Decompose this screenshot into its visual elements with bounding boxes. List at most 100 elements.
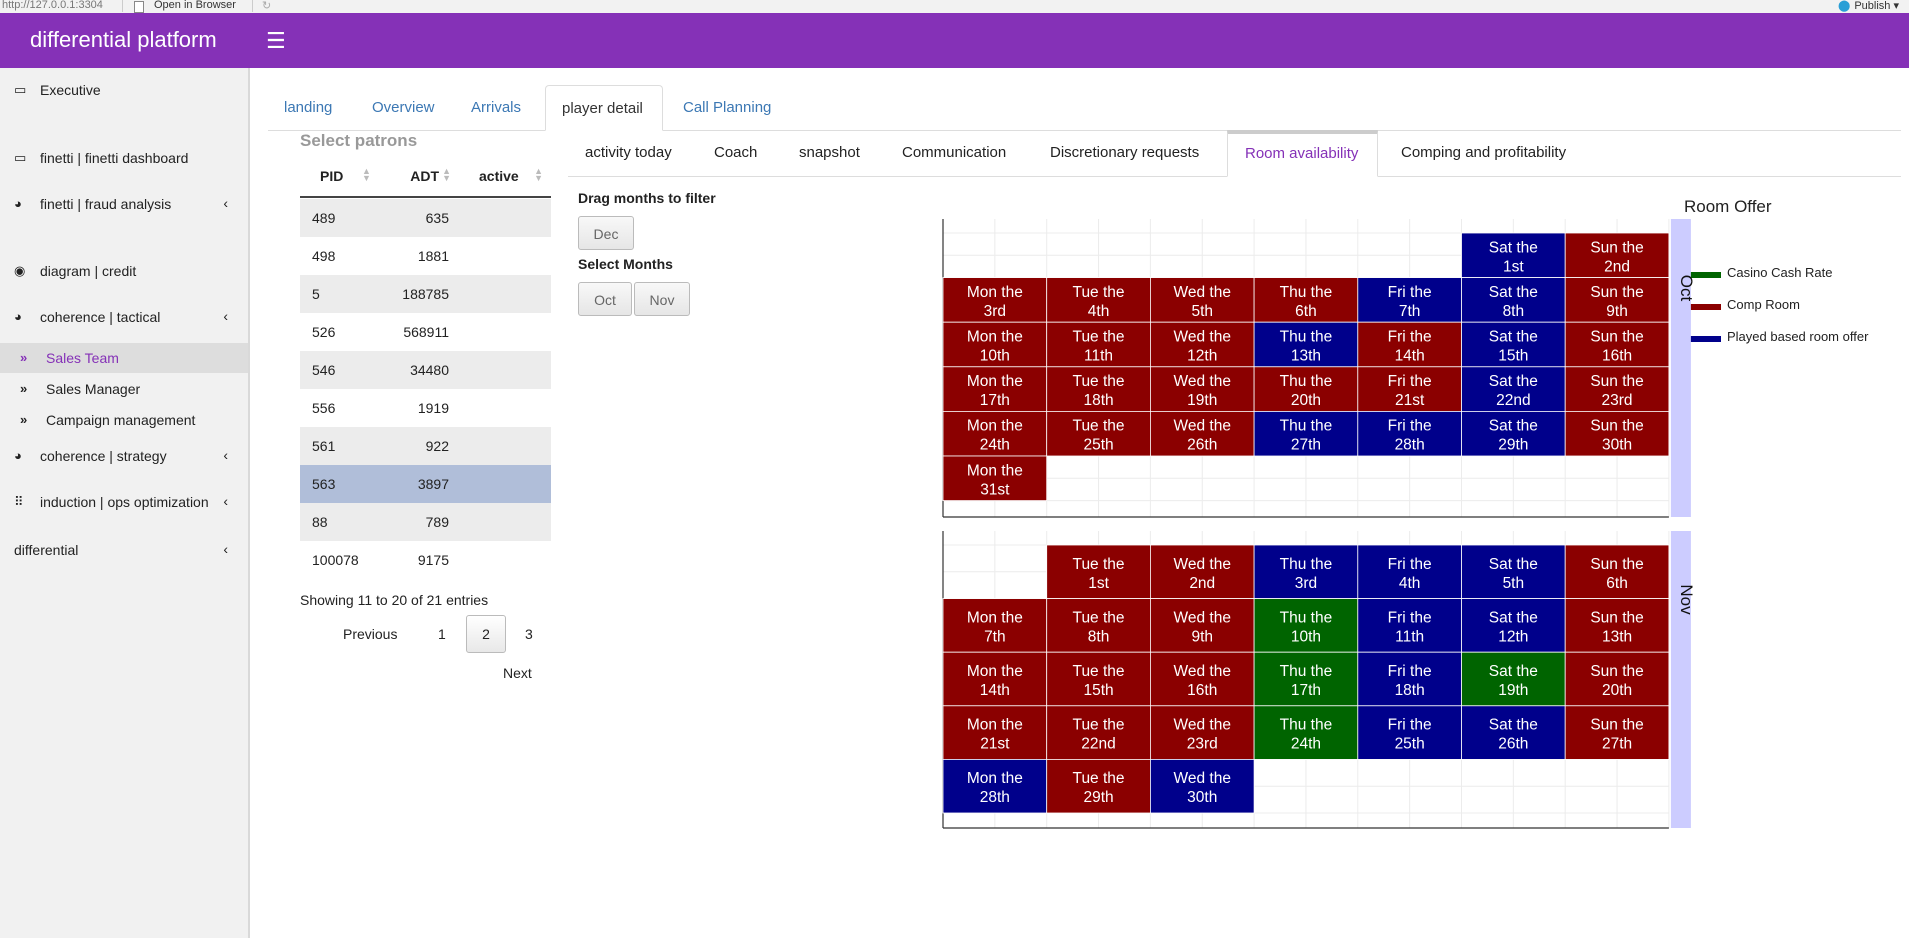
calendar-day-cell[interactable]: Mon the 3rd bbox=[942, 277, 1048, 323]
calendar-day-cell[interactable]: Wed the 5th bbox=[1150, 277, 1255, 323]
tab-snapshot[interactable]: snapshot bbox=[799, 144, 860, 161]
calendar-day-cell[interactable]: Tue the 22nd bbox=[1046, 705, 1151, 760]
calendar-day-cell[interactable]: Sun the 9th bbox=[1564, 277, 1670, 323]
calendar-day-cell[interactable]: Thu the 6th bbox=[1253, 277, 1359, 323]
tab-call-planning[interactable]: Call Planning bbox=[683, 99, 772, 116]
app-title[interactable]: differential platform bbox=[30, 27, 217, 52]
calendar-day-cell[interactable]: Thu the 3rd bbox=[1253, 544, 1359, 599]
calendar-day-cell[interactable]: Sat the 12th bbox=[1461, 598, 1566, 653]
calendar-day-cell[interactable]: Sun the 20th bbox=[1564, 651, 1670, 707]
month-button-oct[interactable]: Oct bbox=[578, 282, 632, 316]
month-button-nov[interactable]: Nov bbox=[634, 282, 690, 316]
tab-room-availability[interactable]: Room availability bbox=[1227, 130, 1378, 177]
calendar-day-cell[interactable]: Thu the 13th bbox=[1253, 321, 1359, 368]
pager-previous[interactable]: Previous bbox=[343, 626, 398, 642]
calendar-day-cell[interactable]: Sun the 30th bbox=[1564, 410, 1670, 457]
calendar-day-cell[interactable]: Mon the 24th bbox=[942, 410, 1048, 457]
calendar-day-cell[interactable]: Fri the 18th bbox=[1357, 651, 1462, 707]
calendar-day-cell[interactable]: Sun the 2nd bbox=[1564, 232, 1670, 278]
calendar-day-cell[interactable]: Sat the 19th bbox=[1461, 651, 1566, 707]
calendar-day-cell[interactable]: Sat the 8th bbox=[1461, 277, 1566, 323]
hamburger-menu-icon[interactable]: ☰ bbox=[266, 28, 286, 53]
calendar-day-cell[interactable]: Wed the 12th bbox=[1150, 321, 1255, 368]
calendar-day-cell[interactable]: Thu the 10th bbox=[1253, 598, 1359, 653]
month-button-dec[interactable]: Dec bbox=[578, 216, 634, 250]
tab-overview[interactable]: Overview bbox=[372, 99, 435, 116]
tab-communication[interactable]: Communication bbox=[902, 144, 1007, 161]
tab-comping-profitability[interactable]: Comping and profitability bbox=[1401, 144, 1567, 161]
calendar-day-cell[interactable]: Sat the 22nd bbox=[1461, 366, 1566, 412]
table-row[interactable]: 546 34480 bbox=[300, 351, 551, 389]
table-row[interactable]: 100078 9175 bbox=[300, 541, 551, 579]
calendar-day-cell[interactable]: Fri the 7th bbox=[1357, 277, 1462, 323]
table-row[interactable]: 498 1881 bbox=[300, 237, 551, 275]
refresh-icon[interactable]: ↻ bbox=[262, 0, 272, 12]
calendar-day-cell[interactable]: Tue the 18th bbox=[1046, 366, 1151, 412]
calendar-day-cell[interactable]: Sun the 27th bbox=[1564, 705, 1670, 760]
calendar-day-cell[interactable]: Wed the 16th bbox=[1150, 651, 1255, 707]
calendar-day-cell[interactable]: Mon the 28th bbox=[942, 759, 1048, 814]
publish-button[interactable]: ⬤ Publish ▾ bbox=[1838, 0, 1899, 12]
calendar-day-cell[interactable]: Thu the 17th bbox=[1253, 651, 1359, 707]
tab-coach[interactable]: Coach bbox=[714, 144, 758, 161]
calendar-day-cell[interactable]: Mon the 10th bbox=[942, 321, 1048, 368]
calendar-day-cell[interactable]: Fri the 11th bbox=[1357, 598, 1462, 653]
sidebar-subitem-sales-manager[interactable]: » Sales Manager bbox=[0, 374, 248, 404]
sidebar-subitem-sales-team[interactable]: » Sales Team bbox=[0, 343, 248, 373]
calendar-day-cell[interactable]: Mon the 31st bbox=[942, 455, 1048, 501]
pager-page-3[interactable]: 3 bbox=[525, 626, 533, 642]
pager-page-1[interactable]: 1 bbox=[438, 626, 446, 642]
pager-page-2[interactable]: 2 bbox=[466, 615, 506, 653]
table-row[interactable]: 556 1919 bbox=[300, 389, 551, 427]
column-header-pid[interactable]: PID ▲ ▼ bbox=[300, 158, 373, 198]
browser-url[interactable]: http://127.0.0.1:3304 bbox=[2, 0, 103, 11]
calendar-day-cell[interactable]: Wed the 30th bbox=[1150, 759, 1255, 814]
calendar-day-cell[interactable]: Tue the 29th bbox=[1046, 759, 1151, 814]
calendar-day-cell[interactable]: Fri the 21st bbox=[1357, 366, 1462, 412]
sidebar-subitem-campaign-management[interactable]: » Campaign management bbox=[0, 405, 248, 435]
calendar-day-cell[interactable]: Wed the 9th bbox=[1150, 598, 1255, 653]
table-row[interactable]: 5 188785 bbox=[300, 275, 551, 313]
calendar-day-cell[interactable]: Wed the 26th bbox=[1150, 410, 1255, 457]
calendar-day-cell[interactable]: Tue the 11th bbox=[1046, 321, 1151, 368]
calendar-day-cell[interactable]: Sun the 6th bbox=[1564, 544, 1670, 599]
calendar-day-cell[interactable]: Sat the 1st bbox=[1461, 232, 1566, 278]
calendar-day-cell[interactable]: Sun the 16th bbox=[1564, 321, 1670, 368]
calendar-day-cell[interactable]: Mon the 21st bbox=[942, 705, 1048, 760]
column-header-adt[interactable]: ADT ▲ ▼ bbox=[373, 158, 453, 198]
table-row[interactable]: 489 635 bbox=[300, 199, 551, 237]
calendar-day-cell[interactable]: Sun the 13th bbox=[1564, 598, 1670, 653]
calendar-day-cell[interactable]: Fri the 14th bbox=[1357, 321, 1462, 368]
calendar-day-cell[interactable]: Sat the 15th bbox=[1461, 321, 1566, 368]
open-in-browser-button[interactable]: Open in Browser bbox=[154, 0, 236, 11]
table-row-selected[interactable]: 563 3897 bbox=[300, 465, 551, 503]
calendar-day-cell[interactable]: Tue the 1st bbox=[1046, 544, 1151, 599]
tab-player-detail[interactable]: player detail bbox=[545, 85, 663, 131]
calendar-day-cell[interactable]: Thu the 20th bbox=[1253, 366, 1359, 412]
tab-landing[interactable]: landing bbox=[284, 99, 333, 116]
calendar-day-cell[interactable]: Tue the 4th bbox=[1046, 277, 1151, 323]
table-row[interactable]: 88 789 bbox=[300, 503, 551, 541]
calendar-day-cell[interactable]: Mon the 14th bbox=[942, 651, 1048, 707]
table-row[interactable]: 561 922 bbox=[300, 427, 551, 465]
calendar-day-cell[interactable]: Tue the 15th bbox=[1046, 651, 1151, 707]
column-header-active[interactable]: active ▲ ▼ bbox=[453, 158, 551, 198]
calendar-day-cell[interactable]: Sat the 5th bbox=[1461, 544, 1566, 599]
calendar-day-cell[interactable]: Sat the 29th bbox=[1461, 410, 1566, 457]
tab-discretionary-requests[interactable]: Discretionary requests bbox=[1050, 144, 1200, 161]
calendar-day-cell[interactable]: Thu the 27th bbox=[1253, 410, 1359, 457]
tab-arrivals[interactable]: Arrivals bbox=[471, 99, 522, 116]
calendar-day-cell[interactable]: Wed the 19th bbox=[1150, 366, 1255, 412]
calendar-day-cell[interactable]: Fri the 28th bbox=[1357, 410, 1462, 457]
calendar-day-cell[interactable]: Sun the 23rd bbox=[1564, 366, 1670, 412]
table-row[interactable]: 526 568911 bbox=[300, 313, 551, 351]
calendar-day-cell[interactable]: Mon the 7th bbox=[942, 598, 1048, 653]
calendar-day-cell[interactable]: Wed the 23rd bbox=[1150, 705, 1255, 760]
calendar-day-cell[interactable]: Thu the 24th bbox=[1253, 705, 1359, 760]
calendar-day-cell[interactable]: Tue the 8th bbox=[1046, 598, 1151, 653]
calendar-day-cell[interactable]: Fri the 4th bbox=[1357, 544, 1462, 599]
calendar-day-cell[interactable]: Fri the 25th bbox=[1357, 705, 1462, 760]
calendar-day-cell[interactable]: Wed the 2nd bbox=[1150, 544, 1255, 599]
calendar-day-cell[interactable]: Mon the 17th bbox=[942, 366, 1048, 412]
pager-next[interactable]: Next bbox=[503, 665, 532, 681]
